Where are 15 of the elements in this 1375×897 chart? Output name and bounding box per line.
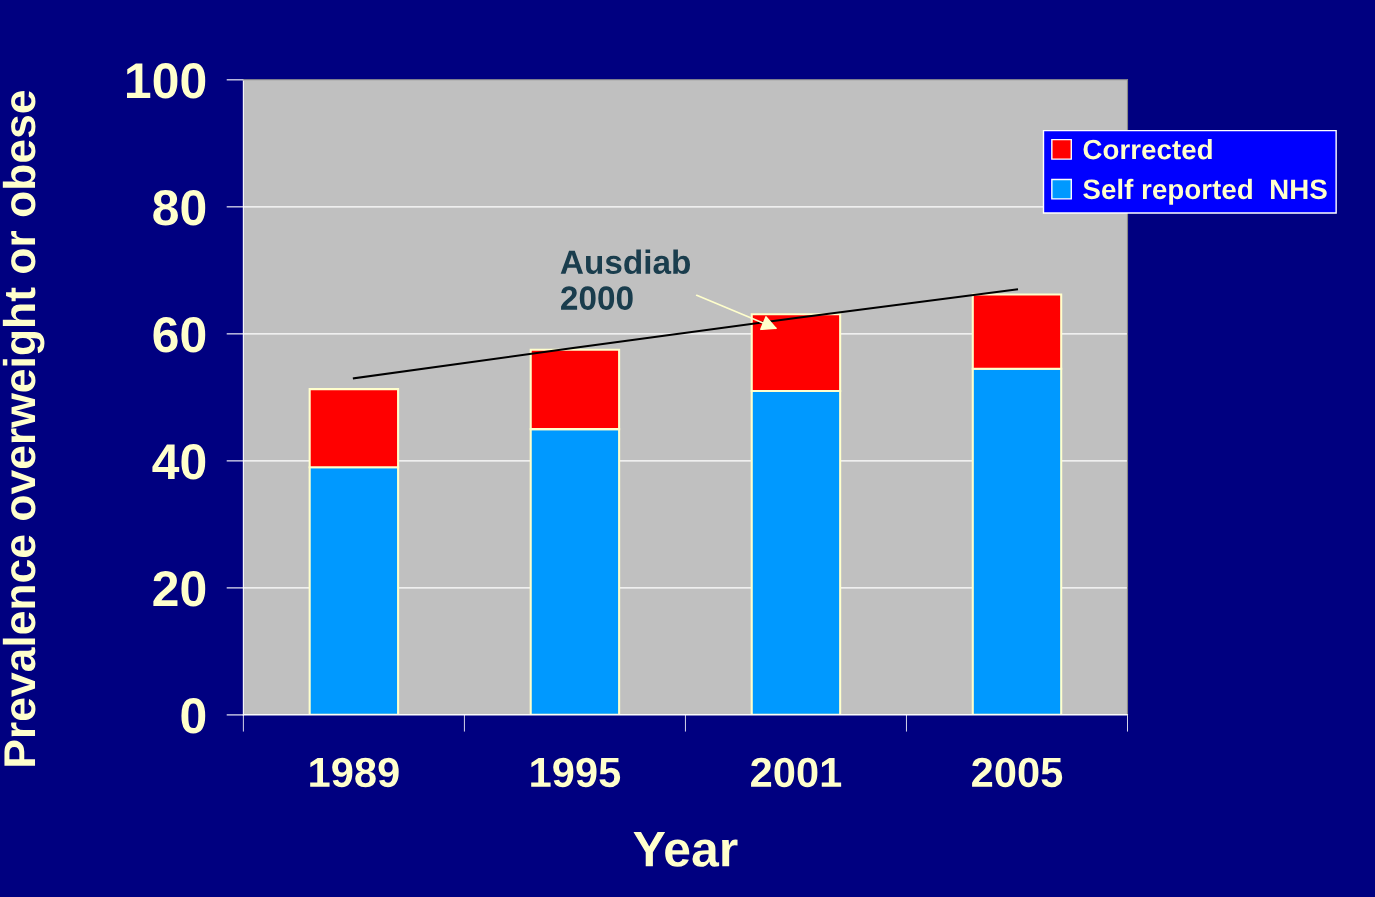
y-tick-label: 0 (181, 698, 206, 734)
annotation: Ausdiab 2000 (560, 249, 691, 310)
x-tick-label: 2005 (972, 757, 1063, 788)
y-tick-label: 60 (153, 317, 206, 353)
y-tick-label: 80 (153, 190, 206, 226)
x-axis-title: Year (633, 831, 738, 867)
y-tick-label: 40 (152, 444, 206, 480)
x-tick-label: 1989 (310, 757, 399, 788)
legend-label: Corrected (1083, 138, 1212, 160)
x-tick-label: 2001 (751, 757, 842, 788)
legend-label: Self reported NHS (1083, 178, 1327, 205)
y-tick-label: 100 (127, 63, 206, 99)
x-tick-label: 1995 (531, 757, 621, 788)
y-axis-title: Prevalence overweight or obese (2, 90, 45, 766)
y-tick-label: 20 (153, 571, 206, 607)
